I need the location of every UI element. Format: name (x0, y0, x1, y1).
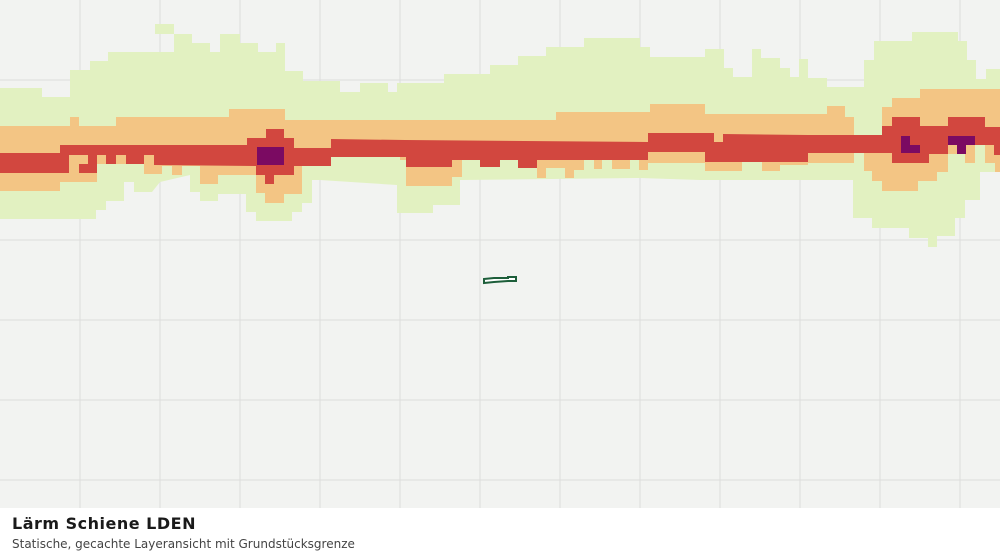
layer-subtitle: Statische, gecachte Layeransicht mit Gru… (12, 537, 355, 551)
parcel-boundary (483, 276, 517, 285)
caption: Lärm Schiene LDEN Statische, gecachte La… (0, 508, 1000, 560)
map (0, 0, 1000, 508)
noise-band-very-high (257, 136, 975, 165)
layer-title: Lärm Schiene LDEN (12, 514, 196, 533)
noise-band-high (0, 117, 1000, 184)
